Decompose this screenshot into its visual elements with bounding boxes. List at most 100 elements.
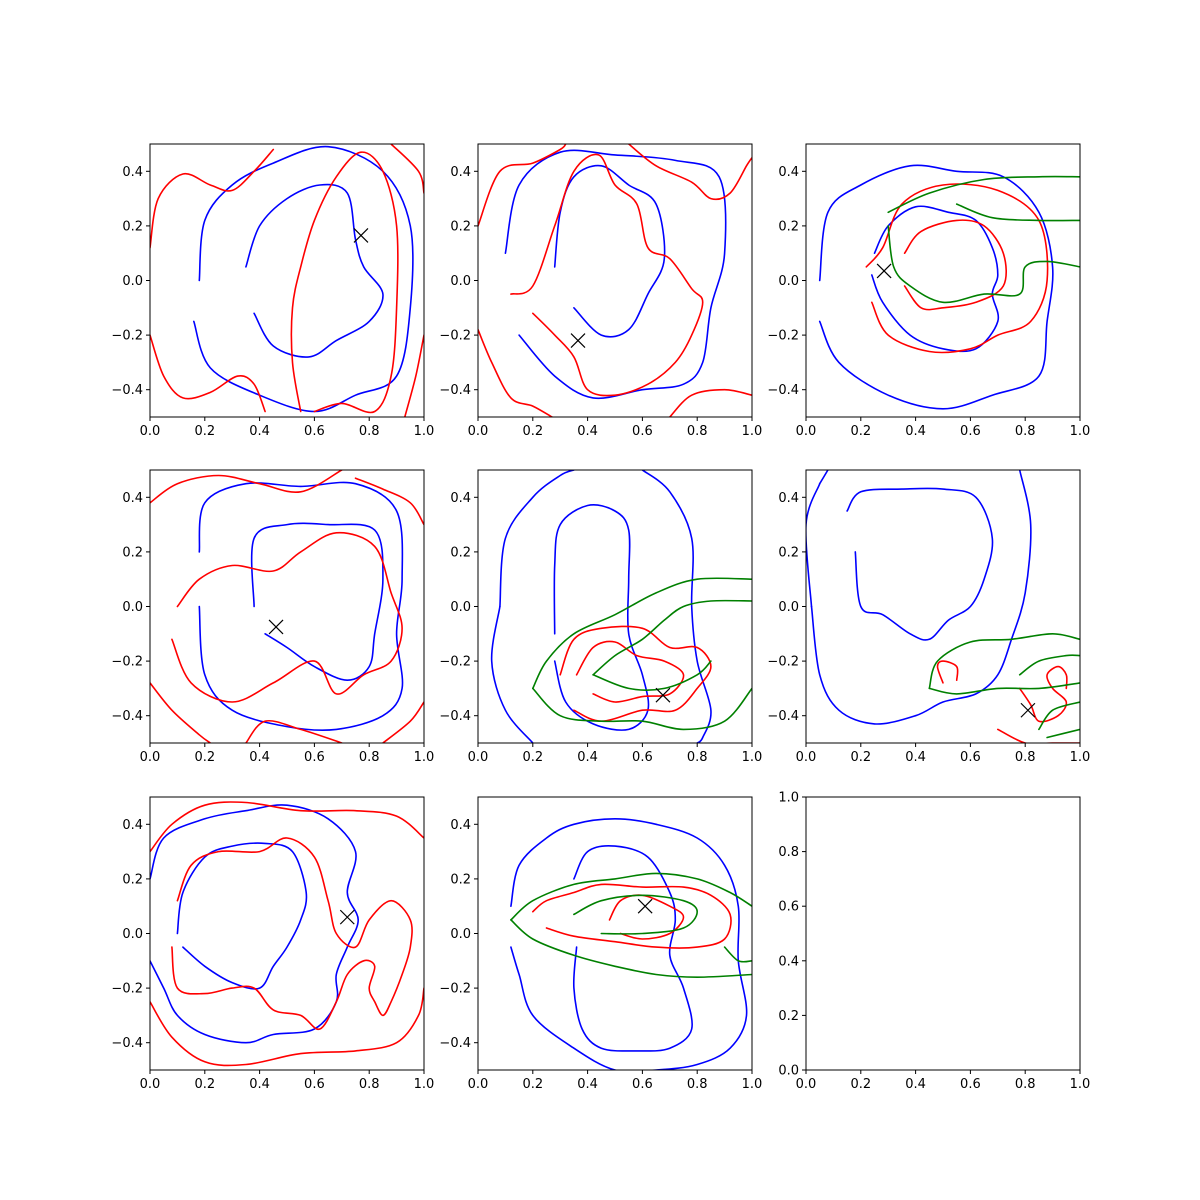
y-tick-label: 0.0 bbox=[778, 1064, 799, 1079]
y-tick-label: 0.0 bbox=[122, 927, 143, 942]
x-tick-label: 0.2 bbox=[194, 424, 215, 439]
x-tick-label: 0.6 bbox=[960, 424, 981, 439]
x-tick-label: 0.8 bbox=[687, 424, 708, 439]
contour-line-blue bbox=[504, 149, 727, 400]
x-tick-label: 0.6 bbox=[960, 750, 981, 765]
contour-line-blue bbox=[818, 470, 829, 485]
x-tick-label: 0.4 bbox=[905, 1077, 926, 1092]
contour-line-red bbox=[575, 640, 685, 703]
x-tick-label: 0.8 bbox=[1015, 750, 1036, 765]
contour-line-blue bbox=[553, 504, 650, 731]
y-tick-label: 0.4 bbox=[122, 491, 143, 506]
y-tick-label: 0.2 bbox=[778, 545, 799, 560]
x-marker bbox=[876, 263, 892, 279]
contour-line-blue bbox=[846, 487, 994, 641]
x-marker bbox=[655, 687, 671, 703]
contour-line-red bbox=[865, 183, 1049, 354]
x-tick-label: 1.0 bbox=[1070, 750, 1091, 765]
x-tick-label: 0.2 bbox=[850, 424, 871, 439]
y-tick-label: 0.2 bbox=[450, 872, 471, 887]
y-tick-label: −0.2 bbox=[767, 329, 799, 344]
contour-line-green bbox=[955, 203, 1080, 222]
contour-line-blue bbox=[871, 205, 1000, 353]
y-tick-label: 0.4 bbox=[778, 165, 799, 180]
x-marker bbox=[1020, 702, 1036, 718]
x-tick-label: 0.8 bbox=[687, 750, 708, 765]
contour-line-red bbox=[171, 531, 403, 703]
y-tick-label: −0.2 bbox=[767, 655, 799, 670]
x-tick-label: 0.8 bbox=[359, 424, 380, 439]
contour-line-blue bbox=[193, 145, 414, 413]
x-tick-label: 0.6 bbox=[632, 750, 653, 765]
y-tick-label: 0.0 bbox=[122, 600, 143, 615]
axes-frame bbox=[805, 796, 1081, 1071]
y-tick-label: 0.4 bbox=[778, 954, 799, 969]
contour-group bbox=[478, 144, 752, 417]
x-tick-label: 0.4 bbox=[249, 1077, 270, 1092]
y-tick-label: 0.2 bbox=[450, 545, 471, 560]
y-tick-label: −0.2 bbox=[111, 329, 143, 344]
x-tick-label: 0.4 bbox=[905, 424, 926, 439]
contour-line-red bbox=[150, 470, 343, 504]
contour-line-green bbox=[573, 894, 698, 935]
x-tick-label: 1.0 bbox=[1070, 424, 1091, 439]
x-tick-label: 0.6 bbox=[632, 424, 653, 439]
contour-line-blue bbox=[250, 522, 384, 681]
contour-line-red bbox=[150, 148, 275, 249]
axes-frame bbox=[149, 143, 425, 418]
x-tick-label: 1.0 bbox=[414, 424, 435, 439]
x-tick-label: 0.0 bbox=[140, 424, 161, 439]
y-tick-label: −0.4 bbox=[111, 1036, 143, 1051]
y-tick-label: 0.2 bbox=[122, 219, 143, 234]
x-tick-label: 1.0 bbox=[414, 1077, 435, 1092]
x-tick-label: 0.8 bbox=[1015, 424, 1036, 439]
y-tick-label: −0.4 bbox=[439, 709, 471, 724]
contour-line-green bbox=[723, 946, 752, 963]
contour-line-blue bbox=[572, 845, 693, 1052]
x-tick-label: 0.6 bbox=[632, 1077, 653, 1092]
y-tick-label: −0.2 bbox=[439, 982, 471, 997]
contour-line-red bbox=[608, 894, 685, 940]
y-tick-label: 0.0 bbox=[122, 274, 143, 289]
x-tick-label: 0.2 bbox=[850, 750, 871, 765]
contour-group bbox=[150, 801, 424, 1067]
x-tick-label: 0.2 bbox=[522, 424, 543, 439]
contour-line-blue bbox=[176, 842, 308, 990]
x-marker bbox=[570, 333, 586, 348]
contour-line-green bbox=[510, 919, 752, 978]
x-tick-label: 0.6 bbox=[304, 1077, 325, 1092]
contour-line-red bbox=[936, 660, 959, 684]
contour-line-red bbox=[150, 334, 266, 413]
subplot-6: 0.0 0.2 0.4 0.6 0.8 1.0 −0.4 −0.2 0.0 0.2 0.4 bbox=[767, 469, 1091, 765]
subplot-8: 0.0 0.2 0.4 0.6 0.8 1.0 −0.4 −0.2 0.0 0.2 0.4 bbox=[439, 796, 763, 1092]
x-tick-label: 0.0 bbox=[140, 1077, 161, 1092]
contour-line-green bbox=[532, 687, 752, 731]
contour-line-red bbox=[478, 144, 567, 227]
x-tick-label: 0.4 bbox=[249, 750, 270, 765]
x-tick-label: 0.4 bbox=[577, 750, 598, 765]
contour-group bbox=[818, 164, 1080, 410]
y-tick-label: 0.4 bbox=[122, 165, 143, 180]
contour-line-red bbox=[390, 144, 424, 194]
contour-line-green bbox=[592, 660, 712, 691]
contour-line-red bbox=[171, 837, 413, 1031]
subplot-2: 0.0 0.2 0.4 0.6 0.8 1.0 −0.4 −0.2 0.0 0.2 0.4 bbox=[439, 143, 763, 439]
x-tick-label: 1.0 bbox=[742, 424, 763, 439]
x-tick-label: 1.0 bbox=[742, 1077, 763, 1092]
contour-line-red bbox=[150, 801, 424, 853]
contour-line-blue bbox=[198, 481, 404, 731]
y-tick-label: 0.2 bbox=[122, 545, 143, 560]
x-tick-label: 0.0 bbox=[796, 424, 817, 439]
contour-line-blue bbox=[499, 470, 575, 608]
x-marker bbox=[353, 228, 369, 243]
y-tick-label: −0.2 bbox=[439, 329, 471, 344]
contour-line-green bbox=[928, 633, 1080, 690]
x-tick-label: 0.8 bbox=[687, 1077, 708, 1092]
x-tick-label: 0.8 bbox=[359, 750, 380, 765]
y-tick-label: 0.0 bbox=[450, 600, 471, 615]
contour-line-green bbox=[887, 175, 1080, 214]
x-tick-label: 1.0 bbox=[414, 750, 435, 765]
y-tick-label: 0.4 bbox=[778, 491, 799, 506]
x-tick-label: 0.0 bbox=[796, 1077, 817, 1092]
